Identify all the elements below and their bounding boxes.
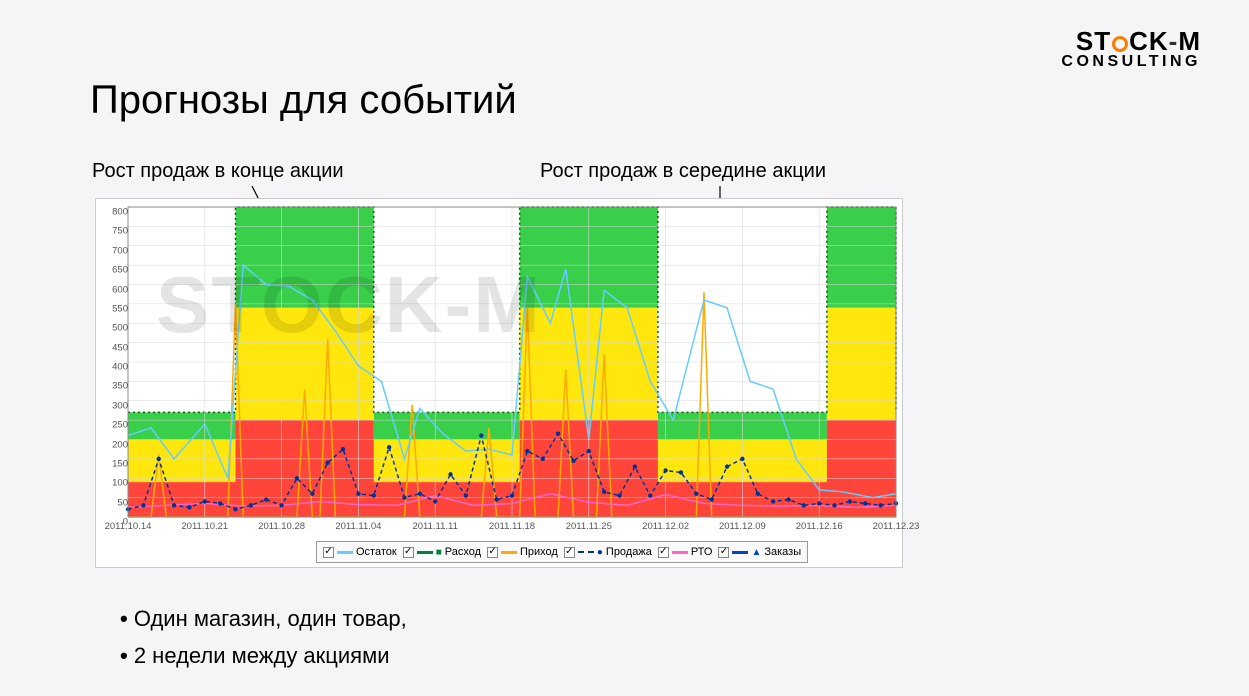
legend-swatch <box>337 551 353 554</box>
page-title: Прогнозы для событий <box>90 78 517 123</box>
legend-checkbox[interactable]: ✓ <box>564 547 575 558</box>
legend-checkbox[interactable]: ✓ <box>658 547 669 558</box>
logo-line1: ST CK-M <box>1061 28 1201 54</box>
bullet-list: Один магазин, один товар, 2 недели между… <box>120 600 407 675</box>
logo-dash: - <box>1169 26 1179 56</box>
legend-label: Приход <box>520 546 558 558</box>
annotation-left: Рост продаж в конце акции <box>92 160 344 183</box>
logo-text-c: M <box>1178 26 1201 56</box>
legend-item-rashod[interactable]: ✓■Расход <box>403 546 481 558</box>
logo-text-b: CK <box>1129 26 1169 56</box>
chart-legend: ✓Остаток✓■Расход✓Приход✓●Продажа✓РТО✓▲За… <box>316 541 808 563</box>
bullet-item: Один магазин, один товар, <box>120 600 407 637</box>
legend-label: Заказы <box>764 546 801 558</box>
legend-item-zakazy[interactable]: ✓▲Заказы <box>718 546 801 558</box>
bullet-item: 2 недели между акциями <box>120 637 407 674</box>
legend-checkbox[interactable]: ✓ <box>718 547 729 558</box>
legend-item-prodazha[interactable]: ✓●Продажа <box>564 546 652 558</box>
legend-label: Остаток <box>356 546 397 558</box>
x-axis-labels: 2011.10.142011.10.212011.10.282011.11.04… <box>96 521 902 535</box>
legend-checkbox[interactable]: ✓ <box>323 547 334 558</box>
forecast-chart <box>96 199 904 569</box>
legend-swatch <box>578 551 594 553</box>
logo: ST CK-M CONSULTING <box>1061 28 1201 70</box>
legend-item-prihod[interactable]: ✓ Приход <box>487 546 558 558</box>
legend-label: Продажа <box>606 546 652 558</box>
legend-swatch <box>672 551 688 554</box>
legend-item-rto[interactable]: ✓ РТО <box>658 546 713 558</box>
legend-item-ostatok[interactable]: ✓ Остаток <box>323 546 397 558</box>
annotation-right: Рост продаж в середине акции <box>540 160 826 183</box>
logo-text-a: ST <box>1076 26 1111 56</box>
legend-label: Расход <box>445 546 481 558</box>
chart-container: STOCK-M 05010015020025030035040045050055… <box>95 198 903 568</box>
legend-checkbox[interactable]: ✓ <box>403 547 414 558</box>
legend-swatch <box>501 551 517 554</box>
legend-swatch <box>417 551 433 554</box>
legend-swatch <box>732 551 748 554</box>
legend-label: РТО <box>691 546 713 558</box>
logo-o-icon <box>1112 36 1128 52</box>
legend-checkbox[interactable]: ✓ <box>487 547 498 558</box>
y-axis-labels: 0501001502002503003504004505005506006507… <box>100 199 128 517</box>
logo-line2: CONSULTING <box>1061 54 1201 70</box>
